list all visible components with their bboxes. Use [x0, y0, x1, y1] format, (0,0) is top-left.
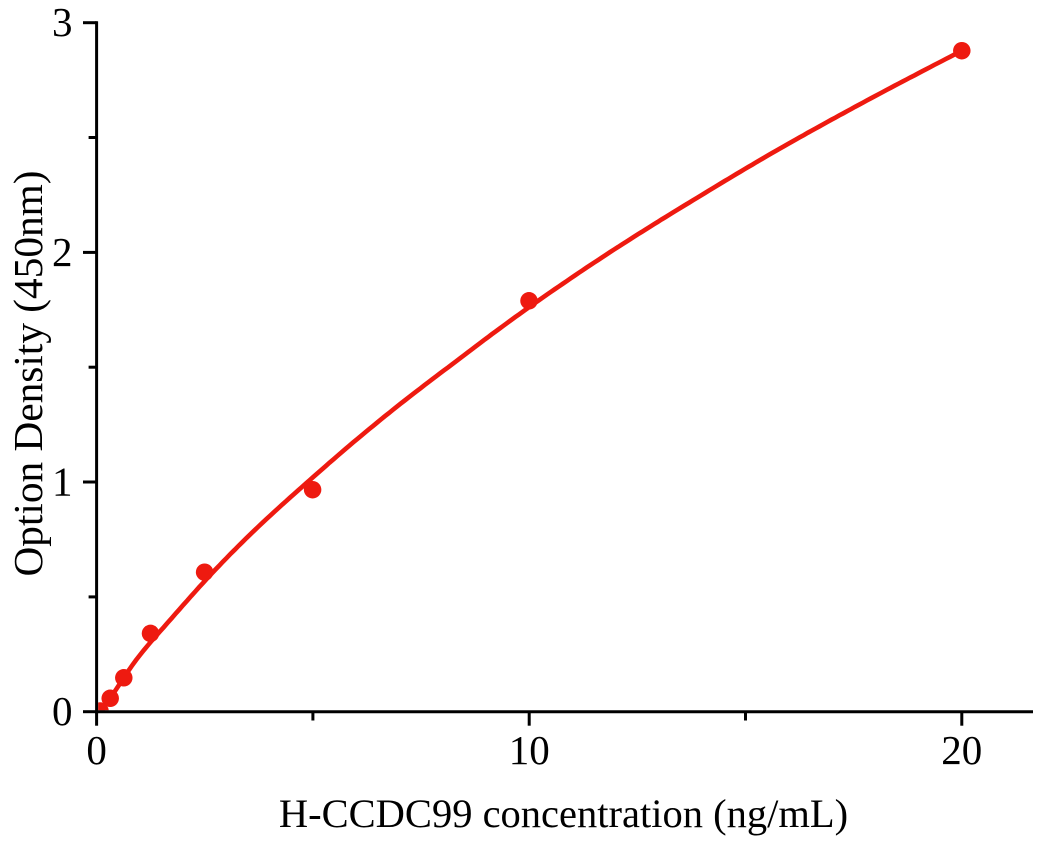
svg-text:10: 10 — [509, 727, 550, 773]
svg-text:Option Density (450nm): Option Density (450nm) — [5, 170, 52, 576]
svg-text:2: 2 — [52, 229, 73, 275]
svg-text:1: 1 — [52, 459, 73, 505]
svg-text:H-CCDC99 concentration (ng/mL): H-CCDC99 concentration (ng/mL) — [279, 791, 848, 836]
svg-text:20: 20 — [941, 727, 982, 773]
svg-text:0: 0 — [86, 727, 107, 773]
svg-text:3: 3 — [52, 0, 73, 45]
svg-text:0: 0 — [52, 688, 73, 734]
